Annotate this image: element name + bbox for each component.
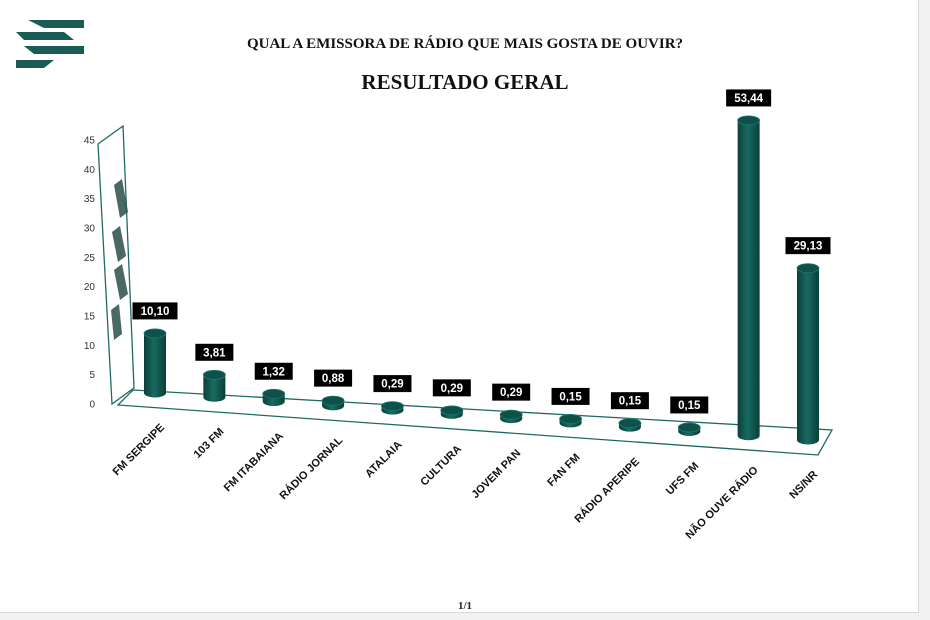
value-label-box xyxy=(726,89,772,107)
bar-top xyxy=(796,263,820,274)
bar-top xyxy=(499,409,523,420)
bar-top xyxy=(143,328,167,339)
category-label: FAN FM xyxy=(545,452,582,489)
bar-8: 0,15 xyxy=(551,387,590,428)
chart-floor xyxy=(116,389,834,456)
category-label: ATALAIA xyxy=(363,439,405,481)
page-number: 1/1 xyxy=(457,600,473,612)
value-label-box xyxy=(314,369,353,387)
bars: 10,10 3,81 1,32 0,88 0,29 0,29 0,29 0,15 0,15 0,1… xyxy=(132,89,831,445)
bar-5: 0,29 xyxy=(373,375,412,415)
category-label: 103 FM xyxy=(192,426,227,461)
bar-7: 0,29 xyxy=(492,383,531,424)
value-label: 29,13 xyxy=(794,241,823,253)
value-label: 0,15 xyxy=(619,396,642,408)
value-label: 1,32 xyxy=(263,366,285,378)
y-axis-wall xyxy=(97,124,135,406)
value-label-box xyxy=(610,392,649,410)
bar-top xyxy=(321,395,345,406)
bar-top xyxy=(262,388,286,399)
y-tick-label: 20 xyxy=(84,282,96,293)
value-label: 53,44 xyxy=(734,93,763,105)
value-label-box xyxy=(254,362,293,380)
bar-top xyxy=(440,405,464,416)
y-tick-label: 15 xyxy=(84,312,96,323)
bar-body xyxy=(797,268,819,445)
axis-wall-hatch xyxy=(114,264,128,300)
y-tick-label: 5 xyxy=(89,370,95,381)
bar-top xyxy=(677,422,701,433)
bar-top xyxy=(737,115,761,126)
value-label: 0,29 xyxy=(441,383,463,395)
chart-title: RESULTADO GERAL xyxy=(361,70,569,94)
bar-body xyxy=(144,333,166,398)
value-label: 0,29 xyxy=(381,379,403,391)
value-label: 10,10 xyxy=(141,306,170,318)
bar-12: 29,13 xyxy=(785,237,831,445)
y-tick-label: 45 xyxy=(84,136,96,147)
value-label: 0,15 xyxy=(559,391,582,403)
value-label: 3,81 xyxy=(203,347,226,359)
category-label: CULTURA xyxy=(418,443,464,489)
bar-top xyxy=(202,369,226,380)
bar-top xyxy=(559,414,582,424)
bar-4: 0,88 xyxy=(314,369,353,411)
logo-icon xyxy=(16,20,84,68)
survey-question: QUAL A EMISSORA DE RÁDIO QUE MAIS GOSTA … xyxy=(246,36,684,52)
bar-6: 0,29 xyxy=(432,379,471,419)
value-label-box xyxy=(492,383,531,401)
category-label: FM SERGIPE xyxy=(111,422,167,478)
value-label-box xyxy=(132,302,178,320)
value-label-box xyxy=(785,237,831,255)
y-tick-label: 30 xyxy=(84,224,96,235)
category-label: UFS FM xyxy=(664,460,701,497)
axis-wall-hatch xyxy=(114,179,128,218)
bar-body xyxy=(203,374,226,402)
value-label-box xyxy=(195,343,234,361)
axis-wall-hatch xyxy=(112,226,126,262)
value-label-box xyxy=(551,387,590,405)
category-label: NS/NR xyxy=(787,469,820,502)
category-label: RÁDIO APERIPE xyxy=(572,455,642,525)
value-label: 0,15 xyxy=(678,400,701,412)
y-axis-ticks: 0 5 10 15 20 25 30 35 40 45 xyxy=(84,136,96,411)
value-label: 0,88 xyxy=(322,373,345,385)
bar-1: 10,10 xyxy=(132,302,178,398)
value-label-box xyxy=(432,379,471,397)
bar-2: 3,81 xyxy=(195,343,234,402)
bar-10: 0,15 xyxy=(670,396,709,436)
bar-9: 0,15 xyxy=(610,392,649,432)
y-tick-label: 40 xyxy=(84,165,96,176)
y-tick-label: 10 xyxy=(84,341,96,352)
category-label: FM ITABAIANA xyxy=(222,430,286,494)
value-label-box xyxy=(670,396,709,414)
y-tick-label: 35 xyxy=(84,194,96,205)
axis-wall-hatch xyxy=(111,304,122,340)
bar-top xyxy=(618,418,642,429)
value-label-box xyxy=(373,375,412,393)
category-label: RÁDIO JORNAL xyxy=(277,434,346,503)
bar-3: 1,32 xyxy=(254,362,293,407)
bar-top xyxy=(381,401,404,411)
value-label: 0,29 xyxy=(500,387,522,399)
y-tick-label: 0 xyxy=(89,400,95,411)
y-tick-label: 25 xyxy=(84,253,96,264)
category-label: JOVEM PAN xyxy=(470,447,524,501)
bar-11: 53,44 xyxy=(726,89,772,441)
axis-wall-panel xyxy=(97,124,135,406)
bar-body xyxy=(737,120,760,441)
